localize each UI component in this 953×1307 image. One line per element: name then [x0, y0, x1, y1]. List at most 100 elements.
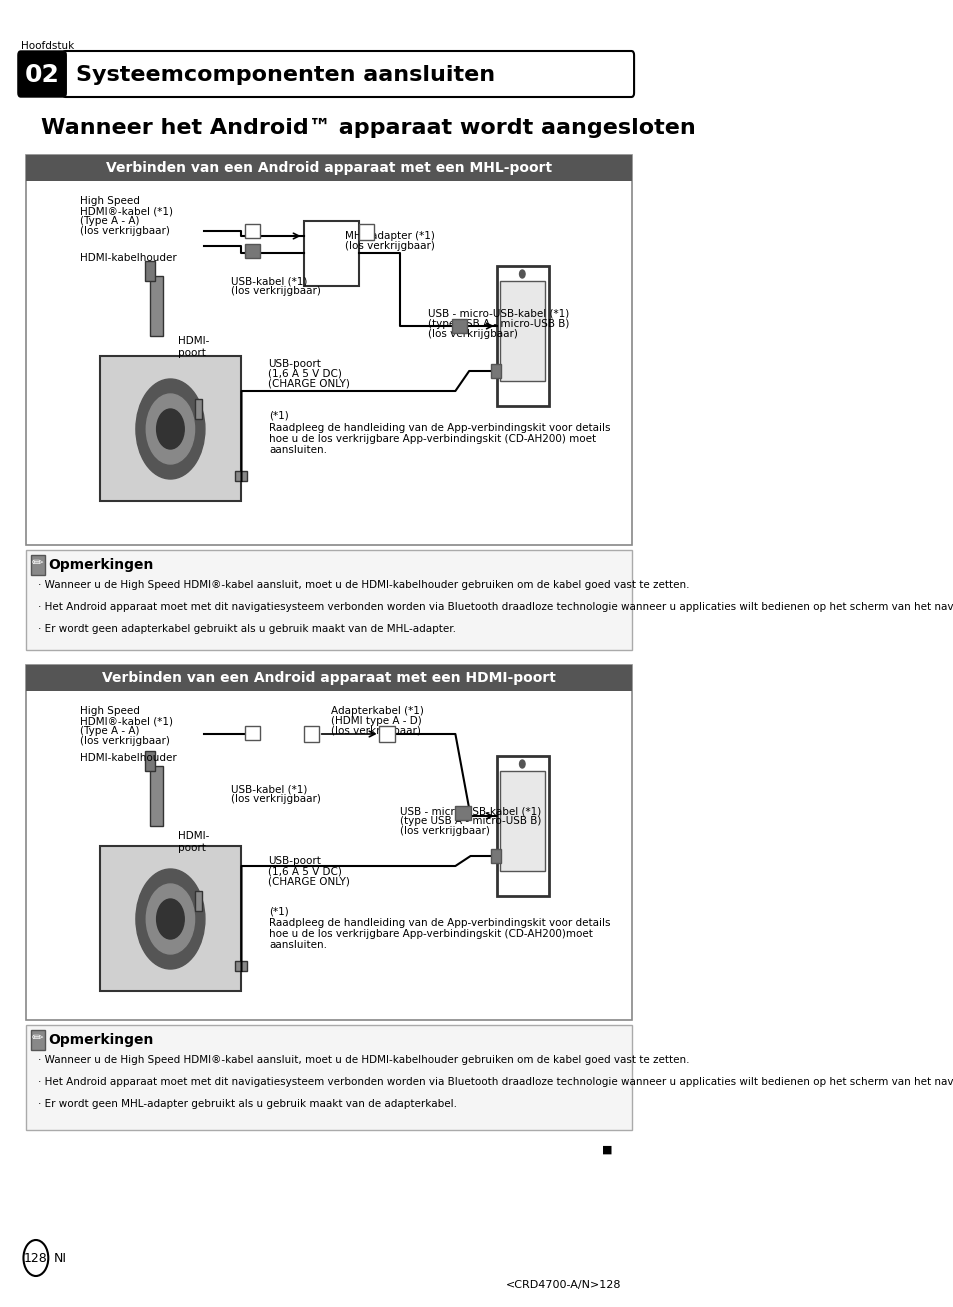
Text: (los verkrijgbaar): (los verkrijgbaar): [345, 240, 435, 251]
Text: Verbinden van een Android apparaat met een HDMI-poort: Verbinden van een Android apparaat met e…: [102, 670, 556, 685]
FancyBboxPatch shape: [63, 51, 634, 97]
Text: (1,6 A 5 V DC): (1,6 A 5 V DC): [268, 369, 341, 379]
Bar: [499, 281, 544, 382]
Bar: [497, 755, 548, 897]
Bar: [100, 356, 241, 501]
Text: Raadpleeg de handleiding van de App-verbindingskit voor details: Raadpleeg de handleiding van de App-verb…: [269, 918, 610, 928]
Bar: [26, 156, 631, 545]
Bar: [31, 1030, 45, 1050]
Circle shape: [146, 884, 194, 954]
Bar: [379, 725, 395, 742]
Text: USB - micro-USB-kabel (*1): USB - micro-USB-kabel (*1): [399, 806, 541, 816]
Text: (los verkrijgbaar): (los verkrijgbaar): [231, 286, 320, 295]
Bar: [245, 725, 260, 740]
Text: USB - micro-USB-kabel (*1): USB - micro-USB-kabel (*1): [427, 308, 568, 319]
Bar: [358, 223, 374, 240]
Bar: [145, 261, 154, 281]
Text: (HDMI type A - D): (HDMI type A - D): [331, 716, 421, 725]
Text: (los verkrijgbaar): (los verkrijgbaar): [80, 736, 170, 746]
Text: (los verkrijgbaar): (los verkrijgbaar): [331, 725, 420, 736]
Text: Opmerkingen: Opmerkingen: [49, 558, 153, 572]
Text: ✏: ✏: [32, 1031, 44, 1046]
Text: aansluiten.: aansluiten.: [269, 940, 327, 950]
Text: (CHARGE ONLY): (CHARGE ONLY): [268, 379, 349, 389]
Text: NI: NI: [53, 1252, 67, 1265]
Text: · Wanneer u de High Speed HDMI®-kabel aansluit, moet u de HDMI-kabelhouder gebru: · Wanneer u de High Speed HDMI®-kabel aa…: [38, 1055, 689, 1065]
Bar: [491, 365, 500, 378]
Text: (*1): (*1): [269, 906, 289, 916]
Text: (Type A - A): (Type A - A): [80, 216, 139, 226]
Bar: [452, 319, 467, 333]
Text: <CRD4700-A/N>128: <CRD4700-A/N>128: [505, 1280, 620, 1290]
Text: HDMI-
poort: HDMI- poort: [178, 831, 209, 852]
Bar: [31, 555, 45, 575]
Text: (Type A - A): (Type A - A): [80, 725, 139, 736]
Text: (CHARGE ONLY): (CHARGE ONLY): [268, 876, 349, 886]
Text: (los verkrijgbaar): (los verkrijgbaar): [399, 826, 490, 836]
Bar: [151, 276, 163, 336]
Bar: [26, 550, 631, 650]
Text: HDMI-kabelhouder: HDMI-kabelhouder: [80, 254, 176, 263]
Text: (los verkrijgbaar): (los verkrijgbaar): [427, 329, 517, 339]
Text: USB-kabel (*1): USB-kabel (*1): [231, 276, 307, 286]
Bar: [195, 891, 202, 911]
Bar: [26, 156, 631, 180]
Text: (los verkrijgbaar): (los verkrijgbaar): [80, 226, 170, 237]
Text: Raadpleeg de handleiding van de App-verbindingskit voor details: Raadpleeg de handleiding van de App-verb…: [269, 423, 610, 433]
Bar: [151, 766, 163, 826]
Text: ✏: ✏: [32, 555, 44, 570]
Text: HDMI-
poort: HDMI- poort: [178, 336, 209, 358]
Text: hoe u de los verkrijgbare App-verbindingskit (CD-AH200) moet: hoe u de los verkrijgbare App-verbinding…: [269, 434, 596, 444]
Text: 128: 128: [24, 1252, 48, 1265]
Bar: [455, 806, 470, 819]
Bar: [26, 1025, 631, 1131]
Text: (1,6 A 5 V DC): (1,6 A 5 V DC): [268, 867, 341, 876]
Bar: [245, 223, 260, 238]
Text: 02: 02: [25, 63, 59, 88]
Text: HDMI-kabelhouder: HDMI-kabelhouder: [80, 753, 176, 763]
Text: · Wanneer u de High Speed HDMI®-kabel aansluit, moet u de HDMI-kabelhouder gebru: · Wanneer u de High Speed HDMI®-kabel aa…: [38, 580, 689, 589]
Text: USB-poort: USB-poort: [268, 856, 320, 867]
Text: ■: ■: [601, 1145, 612, 1155]
Bar: [303, 221, 358, 286]
Text: Verbinden van een Android apparaat met een MHL-poort: Verbinden van een Android apparaat met e…: [106, 161, 552, 175]
Text: High Speed: High Speed: [80, 706, 140, 716]
Text: USB-kabel (*1): USB-kabel (*1): [231, 784, 307, 793]
Text: · Het Android apparaat moet met dit navigatiesysteem verbonden worden via Blueto: · Het Android apparaat moet met dit navi…: [38, 603, 953, 612]
Bar: [499, 771, 544, 870]
Circle shape: [135, 379, 205, 478]
Text: High Speed: High Speed: [80, 196, 140, 207]
Circle shape: [156, 899, 184, 938]
Bar: [303, 725, 318, 742]
Text: hoe u de los verkrijgbare App-verbindingskit (CD-AH200)moet: hoe u de los verkrijgbare App-verbinding…: [269, 929, 593, 938]
Text: Opmerkingen: Opmerkingen: [49, 1033, 153, 1047]
Text: HDMI®-kabel (*1): HDMI®-kabel (*1): [80, 716, 172, 725]
FancyBboxPatch shape: [18, 51, 66, 97]
Text: MHL-adapter (*1): MHL-adapter (*1): [345, 231, 435, 240]
Circle shape: [135, 869, 205, 968]
Text: (type USB A - micro-USB B): (type USB A - micro-USB B): [399, 816, 541, 826]
Bar: [145, 752, 154, 771]
Bar: [100, 846, 241, 991]
Bar: [234, 961, 247, 971]
Text: USB-poort: USB-poort: [268, 359, 320, 369]
Text: (*1): (*1): [269, 410, 289, 421]
Text: Adapterkabel (*1): Adapterkabel (*1): [331, 706, 424, 716]
Circle shape: [519, 271, 524, 278]
Bar: [497, 267, 548, 406]
Text: Wanneer het Android™ apparaat wordt aangesloten: Wanneer het Android™ apparaat wordt aang…: [41, 118, 696, 139]
Text: Systeemcomponenten aansluiten: Systeemcomponenten aansluiten: [76, 65, 495, 85]
Bar: [245, 244, 260, 257]
Text: · Het Android apparaat moet met dit navigatiesysteem verbonden worden via Blueto: · Het Android apparaat moet met dit navi…: [38, 1077, 953, 1087]
Bar: [26, 665, 631, 1019]
Bar: [234, 471, 247, 481]
Text: (type USB A - micro-USB B): (type USB A - micro-USB B): [427, 319, 569, 329]
Bar: [195, 399, 202, 420]
Text: aansluiten.: aansluiten.: [269, 444, 327, 455]
Circle shape: [519, 759, 524, 769]
Circle shape: [156, 409, 184, 450]
Text: Hoofdstuk: Hoofdstuk: [21, 41, 74, 51]
Text: · Er wordt geen MHL-adapter gebruikt als u gebruik maakt van de adapterkabel.: · Er wordt geen MHL-adapter gebruikt als…: [38, 1099, 456, 1110]
Circle shape: [146, 393, 194, 464]
Circle shape: [24, 1240, 49, 1276]
